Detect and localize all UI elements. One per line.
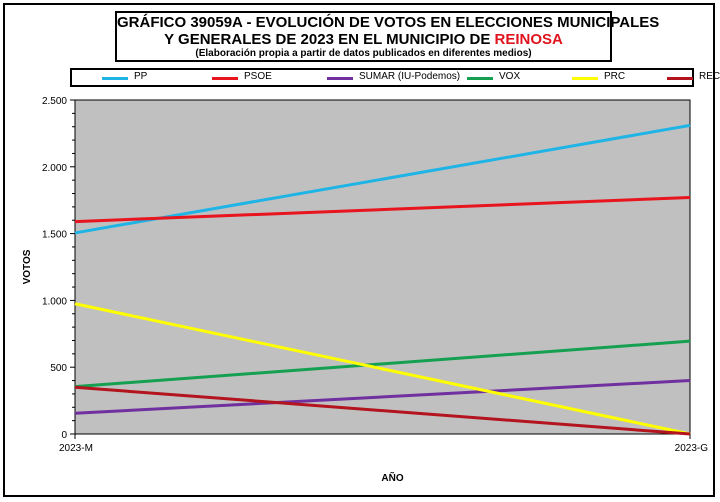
chart-title-box: GRÁFICO 39059A - EVOLUCIÓN DE VOTOS EN E… (115, 11, 660, 62)
chart-legend: PP PSOE SUMAR (IU-Podemos) VOX PRC REC (70, 68, 720, 87)
series-line (74, 339, 691, 389)
y-axis-ticks: 0 500 1.000 1.500 2.000 2.500 (42, 96, 75, 441)
y-tick-label: 2.000 (42, 163, 67, 174)
chart-subtitle: (Elaboración propia a partir de datos pu… (195, 48, 532, 59)
y-tick-label: 500 (50, 363, 67, 374)
y-axis-title: VOTOS (22, 249, 33, 284)
x-axis-title: AÑO (381, 471, 403, 484)
chart-title-line-2: Y GENERALES DE 2023 EN EL MUNICIPIO DE R… (117, 31, 610, 48)
legend-swatch (667, 77, 693, 80)
y-tick-label: 1.500 (42, 230, 67, 241)
legend-swatch (572, 77, 598, 80)
series-line (74, 385, 691, 436)
legend-swatch (102, 77, 128, 80)
y-tick-label: 0 (61, 430, 67, 441)
plot-area (74, 99, 691, 435)
legend-swatch (467, 77, 493, 80)
y-tick-label: 1.000 (42, 296, 67, 307)
chart-title-line-2-prefix: Y GENERALES DE 2023 EN EL MUNICIPIO DE (164, 31, 491, 48)
legend-label: SUMAR (IU-Podemos) (359, 71, 461, 82)
series-line (74, 302, 691, 436)
x-tick-label: 2023-G (675, 443, 709, 454)
legend-label: PP (134, 71, 148, 82)
legend-swatch (327, 77, 353, 80)
series-line (74, 123, 691, 235)
series-line (74, 196, 691, 224)
y-tick-label: 2.500 (42, 96, 67, 107)
x-tick-label: 2023-M (59, 443, 93, 454)
series-line (74, 379, 691, 415)
legend-swatch (212, 77, 238, 80)
x-axis-ticks: 2023-M 2023-G (59, 434, 708, 454)
chart-title-line-1: GRÁFICO 39059A - EVOLUCIÓN DE VOTOS EN E… (117, 14, 660, 31)
legend-label: PRC (604, 71, 626, 82)
legend-label: REC (699, 71, 720, 82)
legend-label: PSOE (244, 71, 272, 82)
legend-label: VOX (499, 71, 521, 82)
series-lines (74, 123, 691, 436)
chart-title-municipality: REINOSA (494, 31, 563, 48)
